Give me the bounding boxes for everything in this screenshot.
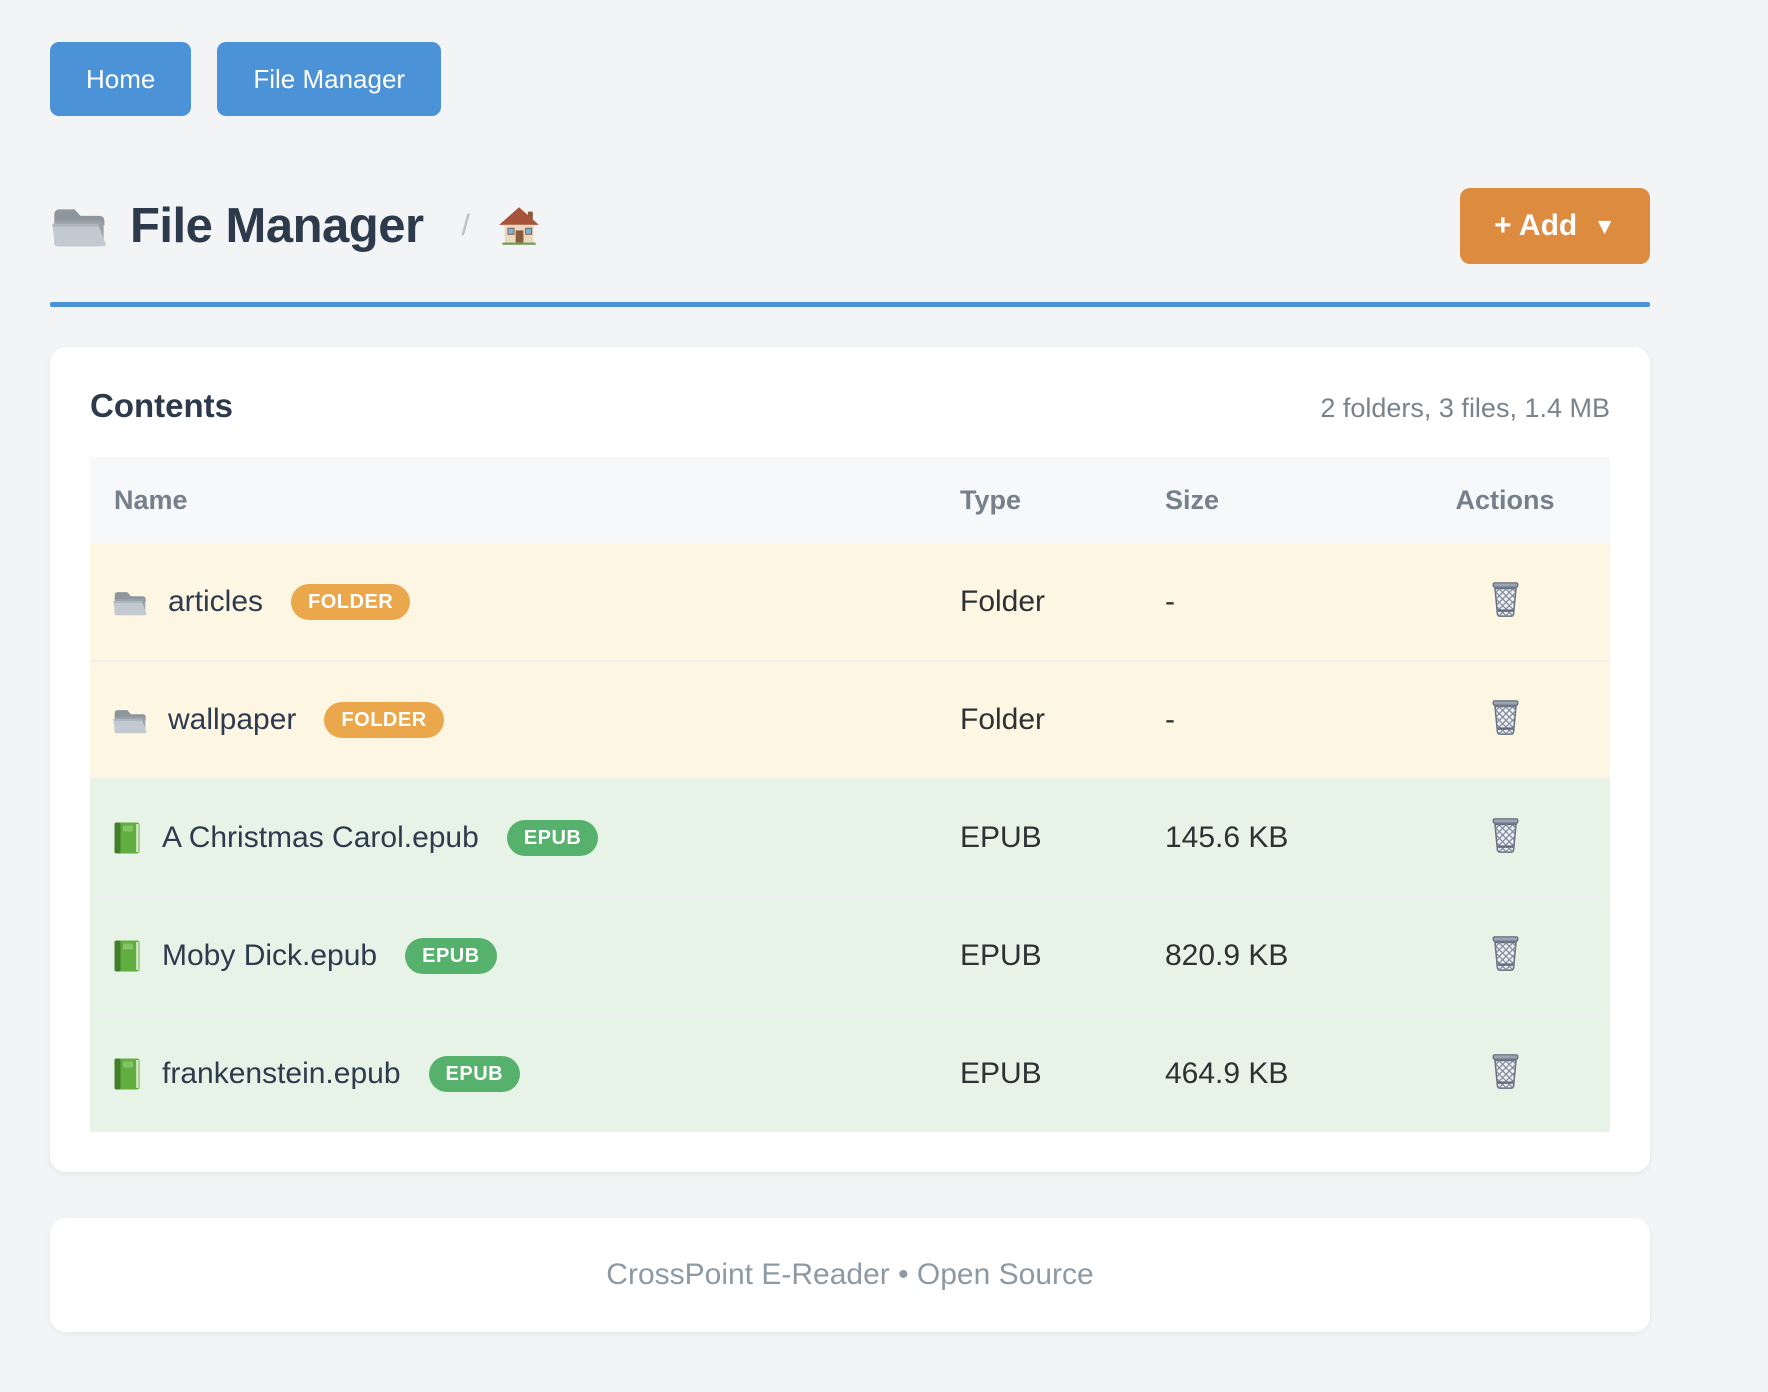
file-size: 820.9 KB — [1165, 939, 1289, 972]
footer: CrossPoint E-Reader • Open Source — [50, 1218, 1650, 1332]
column-header-type: Type — [960, 457, 1165, 544]
folder-icon — [112, 705, 148, 736]
file-type: EPUB — [960, 821, 1042, 854]
column-header-name: Name — [90, 457, 960, 544]
file-type: EPUB — [960, 939, 1042, 972]
contents-title: Contents — [90, 387, 233, 424]
green-book-icon — [112, 939, 142, 973]
file-size: 145.6 KB — [1165, 821, 1289, 854]
file-name[interactable]: articles — [168, 585, 264, 618]
folder-badge: FOLDER — [324, 702, 444, 738]
table-row[interactable]: articles FOLDER Folder - — [90, 544, 1610, 661]
page-title: File Manager — [130, 199, 424, 253]
add-button[interactable]: + Add ▼ — [1460, 188, 1650, 264]
epub-badge: EPUB — [428, 1056, 521, 1092]
delete-button[interactable] — [1482, 931, 1529, 975]
file-type: Folder — [960, 585, 1046, 618]
trash-icon — [1488, 579, 1523, 619]
column-header-size: Size — [1165, 457, 1400, 544]
file-size: 464.9 KB — [1165, 1057, 1289, 1090]
page-header: File Manager / + Add ▼ — [50, 188, 1650, 264]
trash-icon — [1488, 815, 1523, 855]
green-book-icon — [112, 821, 142, 855]
delete-button[interactable] — [1482, 813, 1529, 857]
contents-card: Contents 2 folders, 3 files, 1.4 MB Name… — [50, 347, 1650, 1172]
epub-badge: EPUB — [405, 938, 497, 974]
home-button[interactable]: Home — [50, 42, 192, 116]
title-group: File Manager / — [50, 198, 1460, 254]
file-type: EPUB — [960, 1057, 1042, 1090]
delete-button[interactable] — [1482, 577, 1529, 621]
file-name[interactable]: Moby Dick.epub — [162, 939, 378, 972]
table-row[interactable]: A Christmas Carol.epub EPUB EPUB 145.6 K… — [90, 779, 1610, 897]
breadcrumb-separator: / — [461, 209, 470, 242]
contents-summary: 2 folders, 3 files, 1.4 MB — [1320, 393, 1610, 423]
file-name[interactable]: A Christmas Carol.epub — [162, 821, 479, 854]
table-header-row: Name Type Size Actions — [90, 457, 1610, 544]
file-manager-button[interactable]: File Manager — [217, 42, 442, 116]
folder-icon — [112, 587, 148, 618]
green-book-icon — [112, 1057, 142, 1091]
epub-badge: EPUB — [506, 820, 599, 856]
add-button-label: + Add — [1494, 209, 1578, 242]
file-name[interactable]: frankenstein.epub — [162, 1057, 401, 1090]
house-icon[interactable] — [498, 206, 540, 246]
trash-icon — [1488, 933, 1523, 973]
file-size: - — [1165, 703, 1175, 736]
contents-header: Contents 2 folders, 3 files, 1.4 MB — [90, 387, 1610, 425]
trash-icon — [1488, 1051, 1523, 1091]
column-header-actions: Actions — [1400, 457, 1610, 544]
file-name[interactable]: wallpaper — [168, 703, 297, 736]
table-row[interactable]: Moby Dick.epub EPUB EPUB 820.9 KB — [90, 897, 1610, 1015]
file-size: - — [1165, 585, 1175, 618]
open-folder-icon — [50, 201, 108, 251]
folder-badge: FOLDER — [291, 584, 411, 620]
trash-icon — [1488, 697, 1523, 737]
page: Home File Manager File Manager / + Add ▼… — [50, 42, 1650, 1332]
delete-button[interactable] — [1482, 1049, 1529, 1093]
accent-divider — [50, 302, 1650, 307]
file-type: Folder — [960, 703, 1046, 736]
table-row[interactable]: wallpaper FOLDER Folder - — [90, 661, 1610, 779]
delete-button[interactable] — [1482, 695, 1529, 739]
top-nav: Home File Manager — [50, 42, 1650, 116]
file-table: Name Type Size Actions articles FOLDER — [90, 457, 1610, 1132]
table-row[interactable]: frankenstein.epub EPUB EPUB 464.9 KB — [90, 1015, 1610, 1132]
footer-text: CrossPoint E-Reader • Open Source — [606, 1258, 1094, 1291]
chevron-down-icon: ▼ — [1593, 212, 1616, 239]
